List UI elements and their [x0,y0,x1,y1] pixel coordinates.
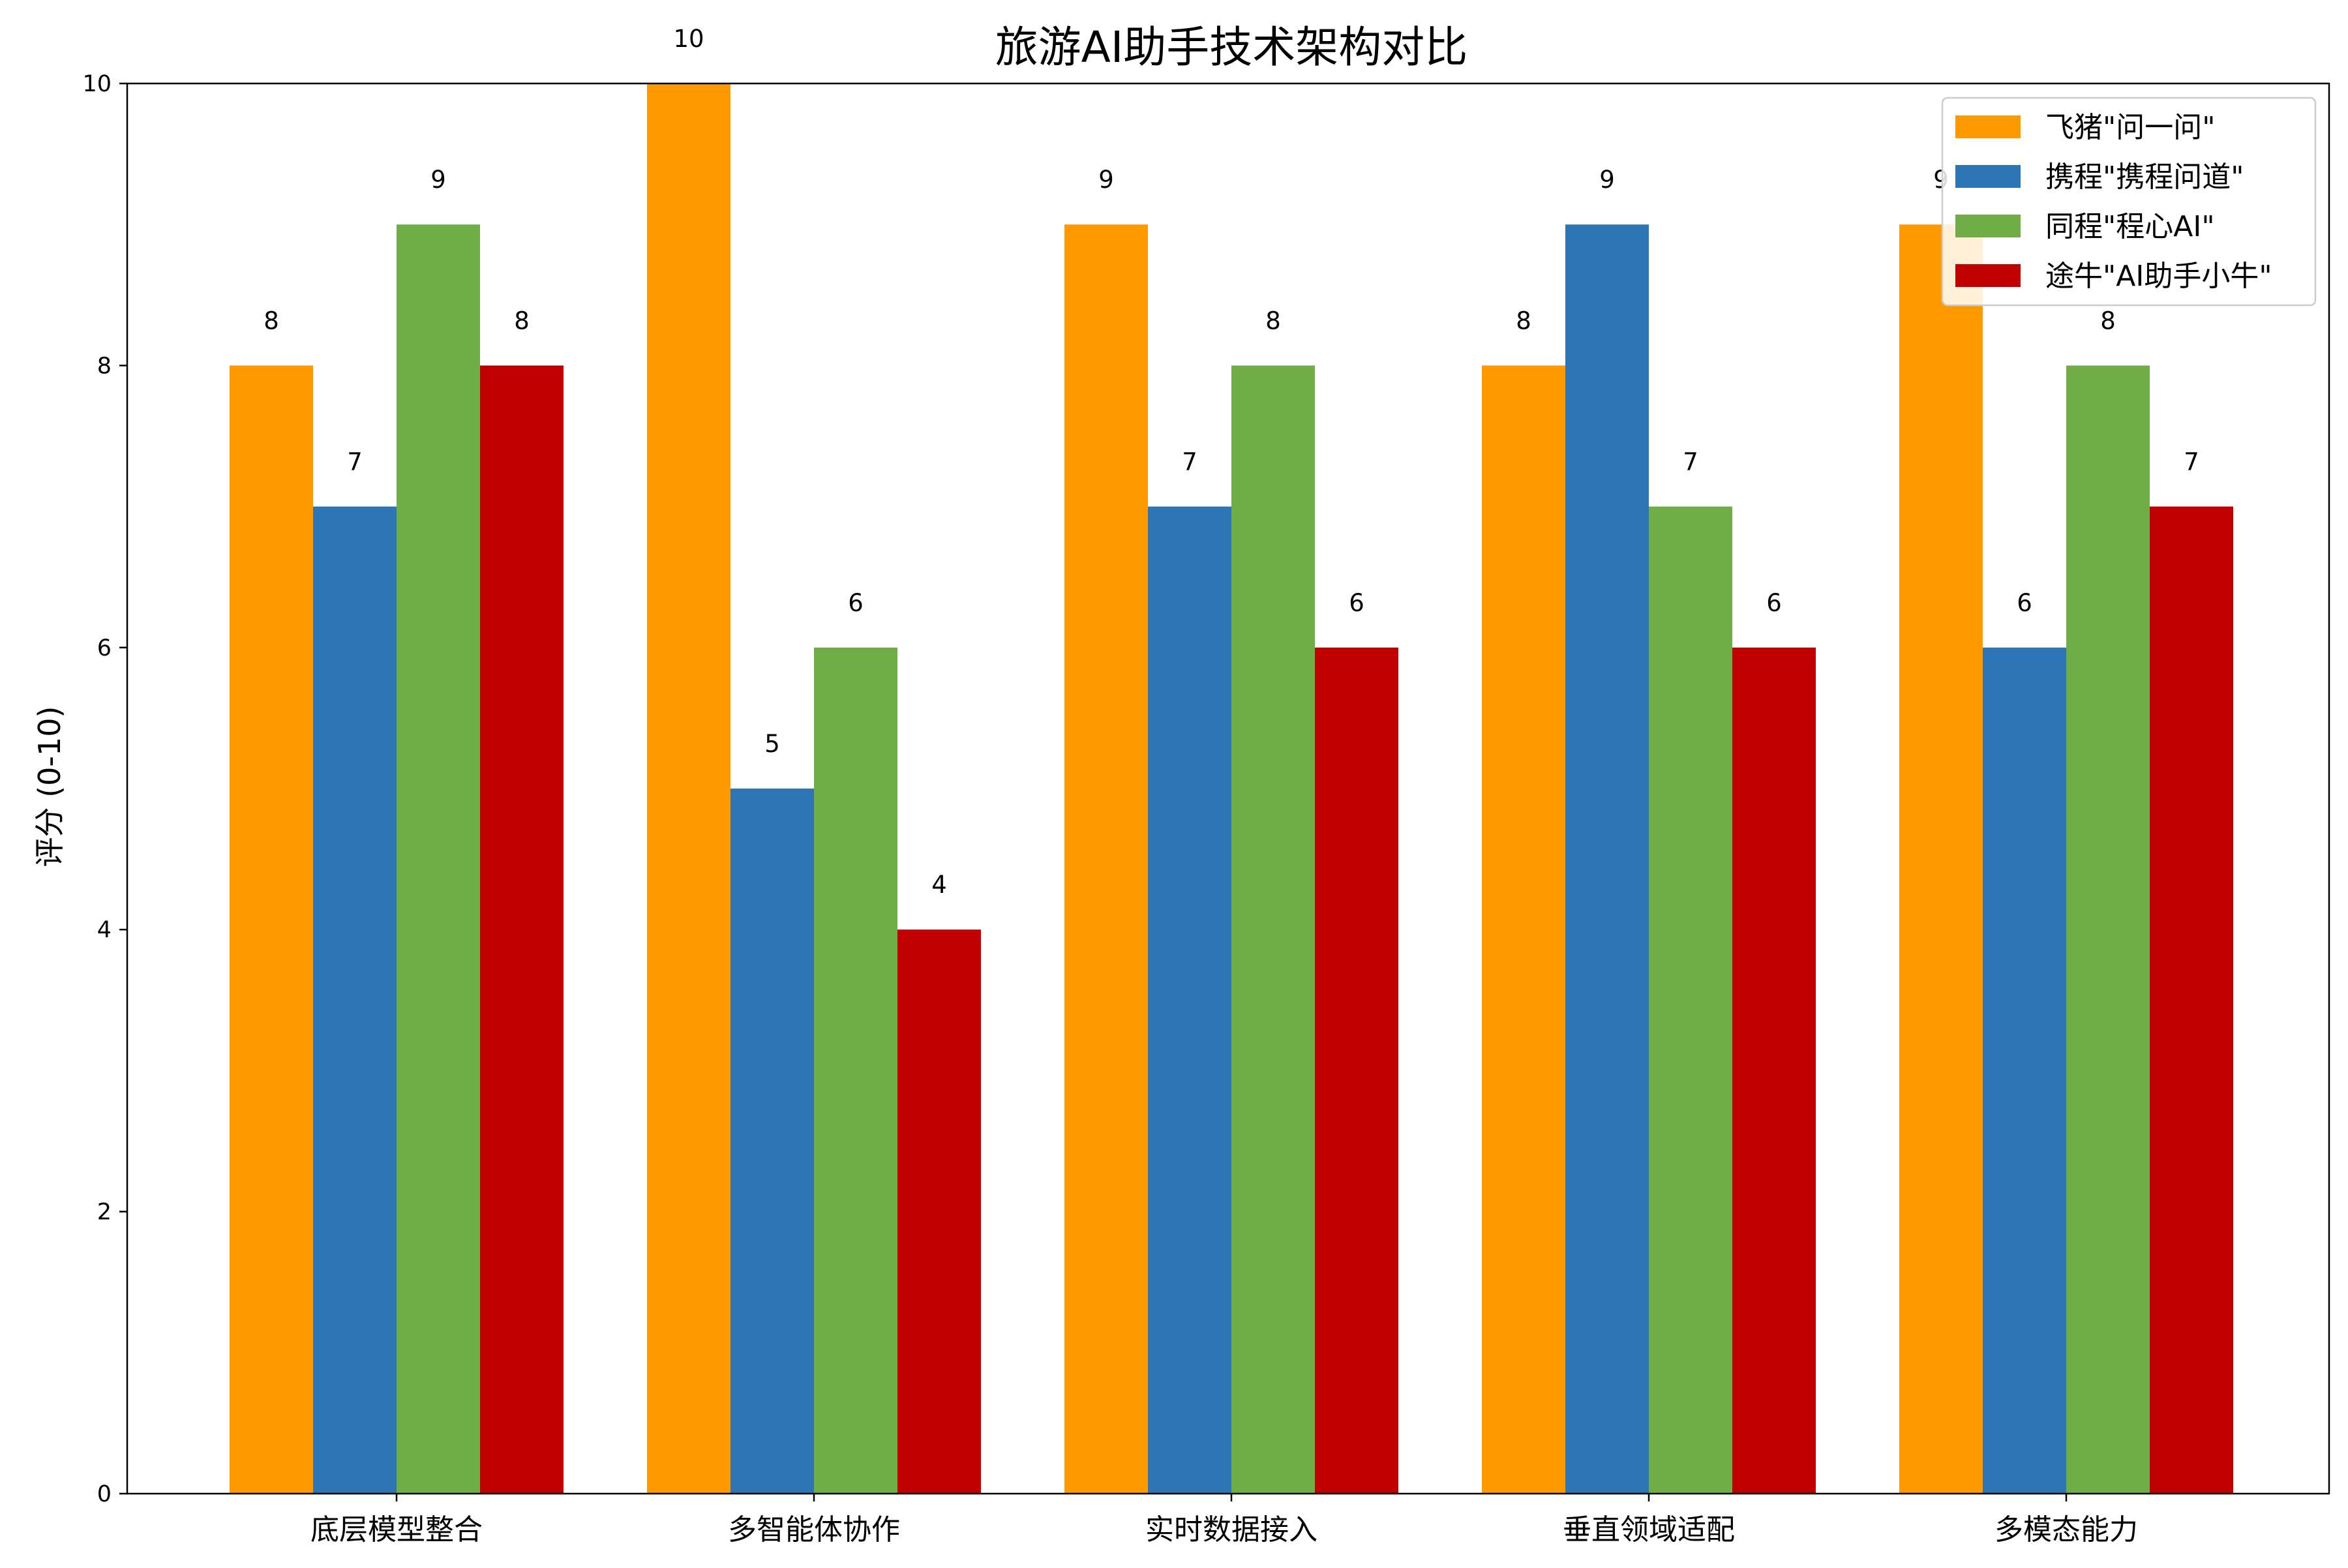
bar-value-label: 8 [514,307,530,335]
bar-value-label: 5 [764,730,780,758]
legend-swatch-3 [1955,264,2021,287]
x-tick-label: 底层模型整合 [310,1513,483,1546]
bar-2-3 [1315,647,1398,1494]
bar-0-2 [397,224,480,1494]
bar-1-3 [897,929,981,1494]
bar-value-label: 6 [848,589,864,617]
legend-swatch-0 [1955,115,2021,138]
bar-1-1 [730,789,814,1494]
bar-value-label: 8 [1516,307,1531,335]
bar-4-3 [2150,506,2233,1494]
legend-swatch-2 [1955,215,2021,237]
bar-value-label: 8 [2100,307,2116,335]
y-tick-label: 0 [97,1481,112,1507]
bar-value-label: 7 [1683,448,1698,476]
bar-value-label: 8 [263,307,279,335]
y-axis-ticks: 0 2 4 6 8 10 [82,71,127,1507]
bar-value-label: 10 [673,25,704,53]
bar-3-2 [1649,506,1732,1494]
bar-value-label: 9 [1599,166,1615,194]
bar-2-2 [1231,365,1315,1494]
bar-value-label: 9 [430,166,446,194]
legend: 飞猪"问一问" 携程"携程问道" 同程"程心AI" 途牛"AI助手小牛" [1941,97,2317,307]
bars-layer [230,83,2233,1494]
bar-4-1 [1983,647,2066,1494]
legend-label-2: 同程"程心AI" [2045,210,2215,243]
bar-4-2 [2066,365,2150,1494]
bar-2-0 [1064,224,1148,1494]
bar-value-label: 8 [1265,307,1281,335]
bar-value-label: 9 [1098,166,1114,194]
bar-4-0 [1899,224,1983,1494]
bar-value-label: 6 [1766,589,1782,617]
bar-value-label: 7 [347,448,363,476]
bar-0-0 [230,365,313,1494]
bar-0-3 [480,365,564,1494]
y-tick-label: 2 [97,1199,112,1226]
bar-value-label: 6 [1349,589,1364,617]
legend-box [1941,97,2317,307]
bar-value-label: 4 [931,871,947,899]
bar-1-2 [814,647,897,1494]
bar-1-0 [647,83,730,1494]
y-axis-label: 评分 (0-10) [32,706,67,867]
bar-3-3 [1732,647,1816,1494]
bar-value-label: 6 [2017,589,2032,617]
bar-value-label: 7 [2184,448,2199,476]
bar-3-1 [1565,224,1649,1494]
x-tick-label: 多模态能力 [1994,1513,2138,1546]
y-tick-label: 8 [97,353,112,379]
bar-2-1 [1148,506,1231,1494]
x-tick-label: 垂直领域适配 [1563,1513,1735,1546]
x-tick-label: 实时数据接入 [1145,1513,1317,1546]
bar-3-0 [1482,365,1565,1494]
legend-swatch-1 [1955,165,2021,188]
legend-label-3: 途牛"AI助手小牛" [2045,260,2272,293]
bar-0-1 [313,506,397,1494]
legend-label-1: 携程"携程问道" [2045,160,2244,194]
y-tick-label: 6 [97,635,112,661]
y-tick-label: 10 [82,71,112,97]
x-tick-label: 多智能体协作 [728,1513,900,1546]
legend-label-0: 飞猪"问一问" [2045,111,2215,144]
bar-value-label: 7 [1182,448,1197,476]
plot-frame [126,82,2330,1495]
x-axis-ticks: 底层模型整合 多智能体协作 实时数据接入 垂直领域适配 多模态能力 [310,1494,2138,1546]
chart-title: 旅游AI助手技术架构对比 [995,22,1468,72]
y-tick-label: 4 [97,917,112,943]
